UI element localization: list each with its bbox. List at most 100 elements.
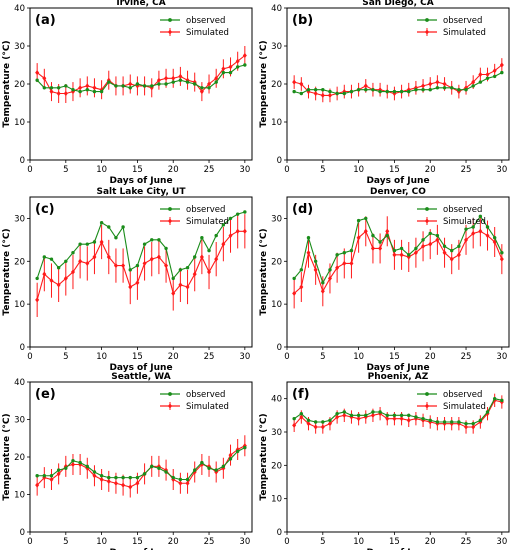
series-line-observed [36, 211, 245, 280]
point-observed [457, 244, 461, 248]
point-simulated [327, 275, 332, 282]
point-observed [478, 214, 483, 218]
point-simulated [235, 58, 240, 64]
panel-letter: (f) [292, 387, 310, 402]
plot-frame [29, 196, 253, 348]
point-observed [56, 266, 61, 270]
point-observed [313, 88, 318, 92]
point-observed [214, 80, 218, 84]
point-observed [42, 255, 47, 259]
x-tick-label: 30 [496, 537, 507, 547]
y-tick-label: 10 [271, 118, 282, 128]
x-axis-label: Days of June [109, 176, 172, 186]
y-tick-label: 30 [271, 42, 282, 52]
point-simulated [485, 232, 490, 239]
point-simulated [178, 480, 183, 486]
point-simulated [128, 284, 133, 290]
point-simulated [399, 416, 404, 422]
point-observed [107, 225, 111, 229]
panel-2: San Diego, CA (b) 0 5 10 15 20 25 30 0 10 20 30 40 Day… [259, 0, 510, 186]
point-observed [414, 246, 418, 251]
point-observed [207, 248, 211, 253]
point-observed [450, 248, 454, 253]
legend-label-observed: observed [443, 16, 482, 26]
point-observed [356, 218, 361, 223]
x-tick-label: 30 [239, 352, 250, 362]
point-observed [107, 80, 111, 84]
point-simulated [327, 92, 332, 98]
point-observed [385, 413, 389, 418]
y-tick-label: 20 [271, 461, 282, 471]
point-observed [385, 233, 389, 238]
legend-label-observed: observed [443, 205, 482, 215]
point-observed [164, 82, 168, 86]
x-tick-label: 25 [204, 352, 215, 362]
series-observed [35, 445, 247, 482]
point-observed [492, 236, 497, 240]
point-simulated [242, 228, 247, 234]
panel-title: Irvine, CA [116, 0, 165, 8]
point-simulated [306, 250, 311, 256]
point-observed [200, 236, 204, 240]
panel-letter: (d) [292, 202, 313, 217]
legend-marker-observed [168, 392, 172, 396]
point-simulated [370, 245, 375, 252]
point-simulated [228, 232, 233, 239]
legend: observed Simulated [417, 390, 486, 412]
series-line-observed [294, 72, 503, 95]
point-simulated [292, 290, 297, 297]
point-simulated [171, 290, 176, 297]
series-simulated [292, 58, 504, 103]
point-observed [228, 457, 233, 461]
point-observed [235, 65, 240, 69]
point-simulated [471, 79, 476, 85]
point-observed [292, 416, 296, 421]
point-simulated [221, 66, 226, 72]
point-observed [99, 221, 104, 225]
point-observed [442, 420, 447, 424]
point-simulated [185, 480, 190, 486]
y-axis-label: Temperature (°C) [2, 40, 12, 127]
y-tick-label: 20 [271, 80, 282, 90]
legend-marker-observed [425, 207, 429, 211]
point-simulated [56, 90, 61, 97]
point-simulated [92, 254, 97, 260]
point-simulated [35, 297, 40, 303]
point-observed [49, 474, 54, 478]
point-simulated [327, 421, 332, 427]
point-simulated [178, 282, 183, 288]
point-observed [500, 70, 504, 75]
legend-label-simulated: Simulated [186, 402, 229, 412]
point-simulated [35, 70, 40, 76]
point-observed [214, 468, 218, 472]
point-observed [335, 91, 339, 96]
point-simulated [199, 254, 204, 260]
panel-6: Phoenix, AZ (f) 0 5 10 15 20 25 30 0 10 20 30 40 Days … [259, 372, 510, 550]
x-tick-label: 15 [132, 165, 143, 175]
point-observed [171, 475, 175, 480]
point-observed [421, 238, 425, 242]
point-observed [364, 216, 368, 221]
point-observed [356, 88, 361, 92]
legend: observed Simulated [160, 16, 229, 38]
point-observed [364, 88, 368, 92]
y-tick-label: 0 [277, 528, 282, 538]
point-simulated [299, 284, 304, 290]
point-simulated [413, 250, 418, 256]
point-simulated [399, 252, 404, 258]
point-observed [214, 233, 218, 238]
legend-label-observed: observed [186, 16, 225, 26]
y-tick-label: 10 [14, 118, 25, 128]
x-tick-label: 20 [168, 165, 179, 175]
y-axis-label: Temperature (°C) [259, 228, 269, 315]
point-observed [399, 89, 404, 94]
point-simulated [149, 256, 154, 262]
point-simulated [464, 237, 469, 243]
legend-marker-observed [168, 18, 172, 22]
panel-letter: (b) [292, 13, 313, 28]
point-observed [492, 396, 497, 401]
point-simulated [49, 277, 54, 284]
point-simulated [242, 52, 247, 59]
series-line-simulated [293, 229, 503, 294]
point-simulated [349, 260, 354, 267]
